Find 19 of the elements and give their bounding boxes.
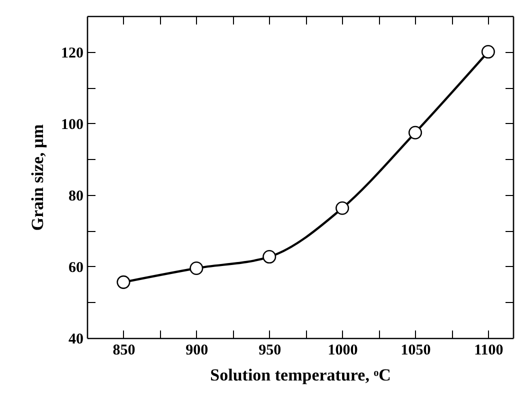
point	[262, 250, 276, 264]
point	[116, 275, 130, 289]
y-tick-label: 60	[68, 260, 84, 276]
x-tick-label: 950	[258, 342, 282, 358]
point	[190, 261, 204, 275]
y-tick-label: 120	[61, 45, 84, 62]
x-tick-label: 1050	[400, 342, 431, 358]
y-tick-label: 100	[61, 116, 84, 133]
point	[336, 201, 350, 215]
y-axis-title: Grain size, μm	[28, 124, 47, 231]
x-axis-title: Solution temperature, ᵒC	[210, 366, 391, 384]
x-tick-label: 1000	[328, 342, 358, 358]
x-tick-label: 850	[112, 342, 136, 358]
y-tick-label: 80	[68, 188, 84, 204]
y-tick-label: 40	[68, 332, 84, 348]
x-tick-label: 900	[186, 342, 208, 358]
point	[408, 126, 422, 140]
x-tick-label: 1100	[474, 342, 504, 358]
point	[481, 45, 495, 59]
